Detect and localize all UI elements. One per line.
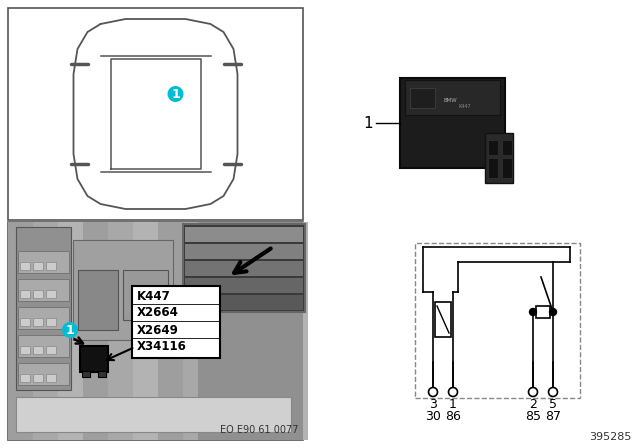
Bar xyxy=(502,140,512,155)
Bar xyxy=(58,222,83,440)
Bar xyxy=(185,295,303,310)
Bar xyxy=(158,222,183,440)
Bar xyxy=(16,227,71,390)
Circle shape xyxy=(168,86,184,102)
Bar xyxy=(8,8,303,220)
Text: 86: 86 xyxy=(445,409,461,422)
Bar xyxy=(8,222,33,440)
Bar xyxy=(18,307,69,329)
Bar xyxy=(18,335,69,357)
Text: 395285: 395285 xyxy=(589,432,632,442)
Text: 1: 1 xyxy=(66,323,74,336)
Bar xyxy=(233,222,258,440)
Text: K447: K447 xyxy=(459,103,471,108)
Text: 30: 30 xyxy=(425,409,441,422)
Bar xyxy=(18,251,69,273)
Bar xyxy=(80,346,108,372)
Bar xyxy=(283,222,308,440)
Bar xyxy=(33,222,58,440)
Bar xyxy=(183,222,208,440)
Bar xyxy=(183,224,305,312)
Bar xyxy=(18,363,69,385)
Bar xyxy=(83,222,108,440)
Circle shape xyxy=(62,322,78,338)
Bar xyxy=(33,290,43,298)
Text: BMW: BMW xyxy=(443,98,457,103)
Bar xyxy=(20,346,30,354)
Bar xyxy=(46,374,56,382)
Bar xyxy=(132,286,220,358)
Bar xyxy=(8,222,303,440)
Circle shape xyxy=(529,309,536,315)
Bar xyxy=(33,318,43,326)
Text: 1: 1 xyxy=(449,397,457,410)
Bar xyxy=(46,262,56,270)
Bar xyxy=(46,290,56,298)
Circle shape xyxy=(429,388,438,396)
Text: 85: 85 xyxy=(525,409,541,422)
Text: 5: 5 xyxy=(549,397,557,410)
Circle shape xyxy=(550,309,557,315)
Bar xyxy=(73,240,173,340)
Bar xyxy=(33,262,43,270)
Text: EO E90 61 0077: EO E90 61 0077 xyxy=(221,425,299,435)
Circle shape xyxy=(449,388,458,396)
Bar xyxy=(208,222,233,440)
Text: 1: 1 xyxy=(363,116,373,130)
Bar xyxy=(185,278,303,293)
Text: X34116: X34116 xyxy=(137,340,187,353)
Bar xyxy=(33,346,43,354)
Text: X2649: X2649 xyxy=(137,323,179,336)
Bar xyxy=(485,133,513,183)
Bar xyxy=(123,270,168,320)
Bar xyxy=(536,306,550,318)
Bar xyxy=(405,80,500,115)
Circle shape xyxy=(529,388,538,396)
Text: X2664: X2664 xyxy=(137,306,179,319)
Text: K447: K447 xyxy=(137,289,171,302)
Bar xyxy=(16,397,291,432)
Bar xyxy=(82,371,90,377)
Bar xyxy=(258,222,283,440)
Bar xyxy=(20,374,30,382)
Bar xyxy=(108,222,133,440)
Bar xyxy=(410,88,435,108)
Bar xyxy=(18,279,69,301)
Text: 87: 87 xyxy=(545,409,561,422)
Bar xyxy=(20,262,30,270)
Bar xyxy=(502,158,512,178)
Text: 2: 2 xyxy=(529,397,537,410)
Bar xyxy=(185,227,303,242)
Bar xyxy=(415,243,580,398)
Bar xyxy=(488,158,498,178)
Bar xyxy=(435,302,451,337)
Circle shape xyxy=(548,388,557,396)
Text: 1: 1 xyxy=(171,87,180,100)
Bar xyxy=(46,346,56,354)
Bar xyxy=(133,222,158,440)
Bar xyxy=(33,374,43,382)
Bar xyxy=(488,140,498,155)
Text: 3: 3 xyxy=(429,397,437,410)
Bar xyxy=(185,244,303,259)
Bar xyxy=(78,270,118,330)
Bar xyxy=(198,222,303,440)
Bar xyxy=(400,78,505,168)
Bar xyxy=(20,318,30,326)
Bar xyxy=(185,261,303,276)
Bar xyxy=(46,318,56,326)
Bar xyxy=(98,371,106,377)
Bar xyxy=(20,290,30,298)
